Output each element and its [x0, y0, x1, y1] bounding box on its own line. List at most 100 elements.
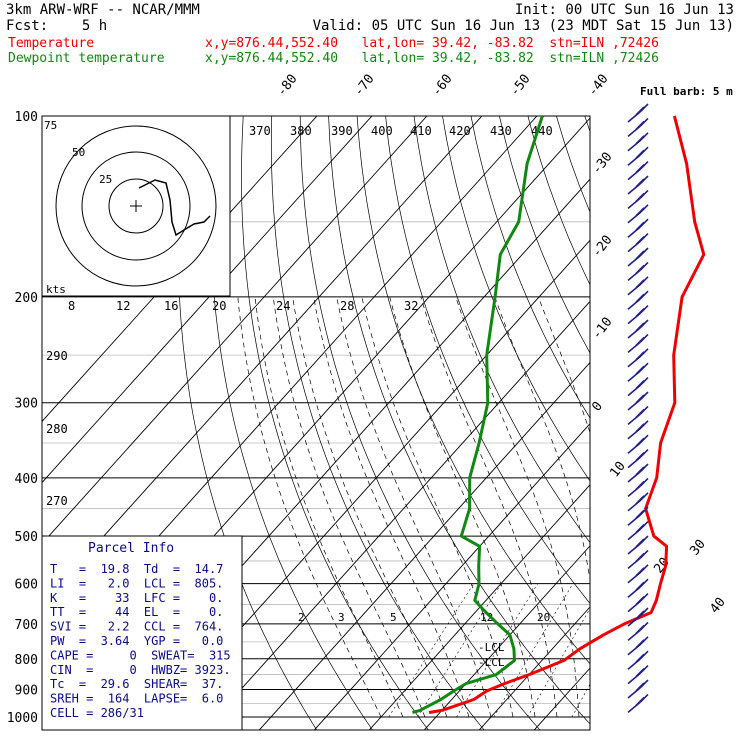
isotherm — [259, 361, 590, 730]
moist-adiabat — [389, 296, 536, 718]
wind-barb-legend: Full barb: 5 m s-1 — [640, 85, 740, 98]
isotherm-label: -10 — [589, 315, 615, 343]
moist-adiabat — [313, 296, 470, 718]
wind-barb — [627, 276, 649, 296]
dry-adiabat — [241, 116, 429, 730]
hodograph-axis-label: 16 — [164, 299, 178, 313]
theta-label: 430 — [490, 124, 512, 138]
isotherm — [700, 88, 740, 729]
wind-barb — [627, 146, 649, 166]
wind-barb — [627, 449, 649, 469]
mixing-ratio-label: 20 — [537, 611, 550, 624]
pressure-tick-label: 400 — [15, 472, 38, 487]
moist-adiabat — [455, 296, 580, 718]
isotherm-label: -70 — [351, 72, 377, 100]
wind-barb — [627, 348, 649, 368]
dewpoint-profile — [412, 115, 544, 714]
mixing-ratio-line — [417, 583, 502, 718]
wind-barb — [627, 103, 649, 123]
model-title: 3km ARW-WRF -- NCAR/MMM — [6, 2, 200, 18]
isotherm-label: 40 — [707, 595, 728, 617]
wind-barb — [627, 549, 649, 570]
hodograph-ring-label-50: 50 — [72, 146, 85, 159]
parcel-info-title: Parcel Info — [88, 541, 174, 556]
pressure-tick-label: 100 — [15, 110, 38, 125]
wind-barb — [627, 506, 649, 526]
pressure-tick-label: 1000 — [7, 711, 38, 726]
dewpoint-legend-label: Dewpoint temperature — [8, 51, 165, 66]
dry-adiabat — [413, 116, 590, 544]
dry-adiabat — [328, 116, 590, 725]
mixing-ratio-line — [456, 583, 538, 718]
wind-barb — [627, 333, 649, 354]
valid-time: Valid: 05 UTC Sun 16 Jun 13 (23 MDT Sat … — [312, 18, 734, 34]
moist-adiabat — [254, 296, 404, 718]
theta-label: 370 — [249, 124, 271, 138]
moist-adiabat — [361, 296, 514, 718]
dry-adiabat — [356, 116, 590, 665]
hodograph-units: kts — [46, 283, 66, 296]
dry-adiabat — [632, 89, 740, 730]
moist-adiabat — [292, 296, 448, 718]
pressure-tick-label: 900 — [15, 683, 38, 698]
hodograph-ring-label-25: 25 — [99, 173, 112, 186]
dewpoint-legend-info: x,y=876.44,552.40 lat,lon= 39.42, -83.82… — [205, 51, 659, 66]
theta-label: 400 — [371, 124, 393, 138]
isotherm — [42, 116, 428, 545]
dry-adiabat — [210, 116, 373, 730]
wind-barb — [627, 233, 649, 253]
theta-label: 380 — [290, 124, 312, 138]
pressure-tick-label: 500 — [15, 530, 38, 545]
parcel-info-row: CAPE = 0 SWEAT= 315 — [50, 648, 231, 662]
wind-barb — [627, 593, 649, 613]
isotherm-label: -20 — [589, 233, 615, 261]
isotherm — [314, 422, 590, 730]
wind-barb — [627, 117, 649, 138]
isotherm — [369, 484, 590, 730]
wind-barb — [627, 175, 649, 195]
wind-barb — [627, 132, 649, 152]
mixing-ratio-line — [493, 583, 574, 718]
parcel-info-row: K = 33 LFC = 0. — [50, 591, 223, 605]
theta-label-left: 270 — [46, 494, 68, 508]
isotherm-label: -60 — [429, 72, 455, 100]
dry-adiabat — [687, 89, 740, 730]
isotherm — [479, 606, 590, 730]
theta-label: 390 — [331, 124, 353, 138]
wind-barb — [627, 305, 649, 325]
pressure-tick-label: 800 — [15, 653, 38, 668]
parcel-info-row: CIN = 0 HWBZ= 3923. — [50, 663, 231, 677]
wind-barb — [627, 218, 649, 238]
wind-barb — [627, 362, 649, 382]
dry-adiabat — [470, 116, 590, 419]
dry-adiabat — [715, 89, 740, 730]
parcel-info-row: CELL = 286/31 — [50, 706, 144, 720]
wind-barb — [627, 463, 649, 483]
temperature-legend-info: x,y=876.44,552.40 lat,lon= 39.42, -83.82… — [205, 36, 659, 51]
wind-barb — [627, 247, 649, 267]
theta-label-left: 280 — [46, 422, 68, 436]
parcel-info-row: Tc = 29.6 SHEAR= 37. — [50, 677, 223, 691]
wind-barb — [627, 535, 649, 555]
theta-label: 410 — [410, 124, 432, 138]
hodograph-axis-label: 12 — [116, 299, 130, 313]
isotherm — [42, 116, 318, 423]
hodograph-axis-label: 32 — [404, 299, 418, 313]
parcel-info-row: LI = 2.0 LCL = 805. — [50, 576, 223, 590]
hodograph-axis-label: 20 — [212, 299, 226, 313]
wind-barb — [627, 420, 649, 440]
wind-barb — [627, 607, 649, 627]
moist-adiabat — [272, 296, 426, 718]
mixing-ratio-line — [527, 608, 590, 718]
dry-adiabat — [527, 116, 590, 286]
dry-adiabat — [442, 116, 590, 482]
theta-label-left: 290 — [46, 349, 68, 363]
dry-adiabat — [385, 116, 590, 605]
mixing-ratio-label: 3 — [338, 611, 345, 624]
isotherm-label: -80 — [274, 72, 300, 100]
isotherm — [42, 116, 483, 606]
mixing-ratio-line — [388, 583, 474, 718]
wind-barb — [627, 434, 649, 454]
isotherm-label: 10 — [607, 459, 628, 481]
